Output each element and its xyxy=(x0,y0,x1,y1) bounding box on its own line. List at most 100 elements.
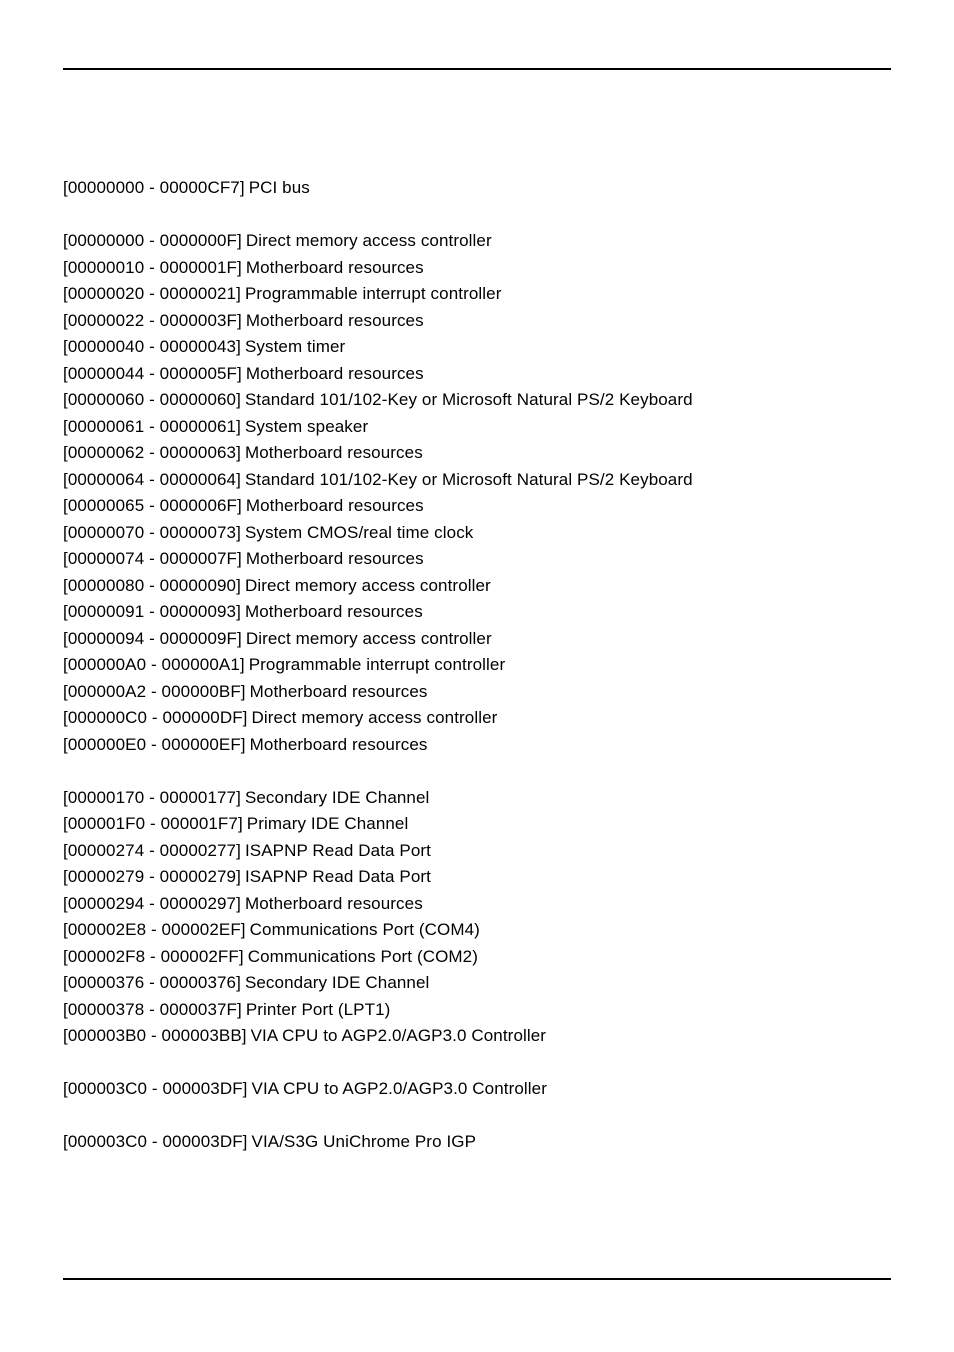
device-description: Direct memory access controller xyxy=(252,705,498,732)
address-range: [00000060 - 00000060] xyxy=(63,387,245,414)
address-range: [00000274 - 00000277] xyxy=(63,838,245,865)
device-description: Communications Port (COM4) xyxy=(250,917,480,944)
address-range: [00000000 - 0000000F] xyxy=(63,228,246,255)
io-address-list: [00000000 - 00000CF7]PCI bus[00000000 - … xyxy=(63,175,891,1156)
device-description: System timer xyxy=(245,334,345,361)
resource-row: [00000065 - 0000006F]Motherboard resourc… xyxy=(63,493,891,520)
resource-row: [000000A2 - 000000BF]Motherboard resourc… xyxy=(63,679,891,706)
device-description: Motherboard resources xyxy=(245,891,423,918)
device-description: Motherboard resources xyxy=(245,440,423,467)
address-range: [00000170 - 00000177] xyxy=(63,785,245,812)
resource-row: [00000061 - 00000061]System speaker xyxy=(63,414,891,441)
address-range: [00000022 - 0000003F] xyxy=(63,308,246,335)
address-range: [00000080 - 00000090] xyxy=(63,573,245,600)
address-range: [00000020 - 00000021] xyxy=(63,281,245,308)
device-description: Communications Port (COM2) xyxy=(248,944,478,971)
resource-row: [00000044 - 0000005F]Motherboard resourc… xyxy=(63,361,891,388)
address-range: [000002F8 - 000002FF] xyxy=(63,944,248,971)
address-range: [00000065 - 0000006F] xyxy=(63,493,246,520)
resource-row: [00000091 - 00000093]Motherboard resourc… xyxy=(63,599,891,626)
address-range: [00000091 - 00000093] xyxy=(63,599,245,626)
block-separator xyxy=(63,202,891,229)
block-separator xyxy=(63,1103,891,1130)
device-description: Primary IDE Channel xyxy=(247,811,409,838)
device-description: Motherboard resources xyxy=(246,255,424,282)
resource-row: [00000074 - 0000007F]Motherboard resourc… xyxy=(63,546,891,573)
device-description: Direct memory access controller xyxy=(245,573,491,600)
resource-row: [000000E0 - 000000EF]Motherboard resourc… xyxy=(63,732,891,759)
device-description: Programmable interrupt controller xyxy=(249,652,506,679)
resource-row: [00000294 - 00000297]Motherboard resourc… xyxy=(63,891,891,918)
device-description: Direct memory access controller xyxy=(246,626,492,653)
resource-row: [000003C0 - 000003DF]VIA CPU to AGP2.0/A… xyxy=(63,1076,891,1103)
device-description: Standard 101/102-Key or Microsoft Natura… xyxy=(245,387,693,414)
device-description: Motherboard resources xyxy=(246,361,424,388)
resource-row: [00000010 - 0000001F]Motherboard resourc… xyxy=(63,255,891,282)
resource-row: [000000C0 - 000000DF]Direct memory acces… xyxy=(63,705,891,732)
device-description: Motherboard resources xyxy=(245,599,423,626)
device-description: Motherboard resources xyxy=(246,546,424,573)
address-range: [00000279 - 00000279] xyxy=(63,864,245,891)
address-range: [00000070 - 00000073] xyxy=(63,520,245,547)
address-range: [000000E0 - 000000EF] xyxy=(63,732,250,759)
address-range: [000001F0 - 000001F7] xyxy=(63,811,247,838)
device-description: VIA/S3G UniChrome Pro IGP xyxy=(252,1129,477,1156)
address-range: [000000A0 - 000000A1] xyxy=(63,652,249,679)
address-range: [000003C0 - 000003DF] xyxy=(63,1076,252,1103)
device-description: Direct memory access controller xyxy=(246,228,492,255)
address-range: [000000A2 - 000000BF] xyxy=(63,679,250,706)
resource-row: [00000080 - 00000090]Direct memory acces… xyxy=(63,573,891,600)
address-range: [00000062 - 00000063] xyxy=(63,440,245,467)
address-range: [00000040 - 00000043] xyxy=(63,334,245,361)
resource-row: [00000022 - 0000003F]Motherboard resourc… xyxy=(63,308,891,335)
resource-row: [000002E8 - 000002EF]Communications Port… xyxy=(63,917,891,944)
resource-row: [00000378 - 0000037F]Printer Port (LPT1) xyxy=(63,997,891,1024)
block-separator xyxy=(63,758,891,785)
device-description: Printer Port (LPT1) xyxy=(246,997,391,1024)
resource-row: [00000070 - 00000073]System CMOS/real ti… xyxy=(63,520,891,547)
resource-row: [000003C0 - 000003DF]VIA/S3G UniChrome P… xyxy=(63,1129,891,1156)
resource-row: [00000274 - 00000277]ISAPNP Read Data Po… xyxy=(63,838,891,865)
address-range: [00000064 - 00000064] xyxy=(63,467,245,494)
top-rule xyxy=(63,68,891,70)
resource-row: [00000020 - 00000021]Programmable interr… xyxy=(63,281,891,308)
resource-row: [00000376 - 00000376]Secondary IDE Chann… xyxy=(63,970,891,997)
resource-row: [000000A0 - 000000A1]Programmable interr… xyxy=(63,652,891,679)
device-description: Secondary IDE Channel xyxy=(245,970,430,997)
address-range: [00000376 - 00000376] xyxy=(63,970,245,997)
resource-row: [00000040 - 00000043]System timer xyxy=(63,334,891,361)
bottom-rule xyxy=(63,1278,891,1280)
address-range: [00000044 - 0000005F] xyxy=(63,361,246,388)
resource-row: [000001F0 - 000001F7]Primary IDE Channel xyxy=(63,811,891,838)
resource-row: [00000060 - 00000060]Standard 101/102-Ke… xyxy=(63,387,891,414)
resource-row: [000003B0 - 000003BB]VIA CPU to AGP2.0/A… xyxy=(63,1023,891,1050)
device-description: Secondary IDE Channel xyxy=(245,785,430,812)
device-description: Motherboard resources xyxy=(246,308,424,335)
device-description: Programmable interrupt controller xyxy=(245,281,502,308)
block-separator xyxy=(63,1050,891,1077)
resource-row: [00000000 - 0000000F]Direct memory acces… xyxy=(63,228,891,255)
device-description: System CMOS/real time clock xyxy=(245,520,473,547)
address-range: [00000010 - 0000001F] xyxy=(63,255,246,282)
device-description: VIA CPU to AGP2.0/AGP3.0 Controller xyxy=(252,1076,547,1103)
device-description: VIA CPU to AGP2.0/AGP3.0 Controller xyxy=(251,1023,546,1050)
address-range: [00000094 - 0000009F] xyxy=(63,626,246,653)
resource-row: [00000170 - 00000177]Secondary IDE Chann… xyxy=(63,785,891,812)
device-description: Motherboard resources xyxy=(250,732,428,759)
document-page: [00000000 - 00000CF7]PCI bus[00000000 - … xyxy=(0,0,954,1352)
device-description: ISAPNP Read Data Port xyxy=(245,838,431,865)
resource-row: [000002F8 - 000002FF]Communications Port… xyxy=(63,944,891,971)
device-description: PCI bus xyxy=(249,175,310,202)
device-description: System speaker xyxy=(245,414,368,441)
resource-row: [00000062 - 00000063]Motherboard resourc… xyxy=(63,440,891,467)
resource-row: [00000279 - 00000279]ISAPNP Read Data Po… xyxy=(63,864,891,891)
address-range: [000003B0 - 000003BB] xyxy=(63,1023,251,1050)
resource-row: [00000000 - 00000CF7]PCI bus xyxy=(63,175,891,202)
device-description: ISAPNP Read Data Port xyxy=(245,864,431,891)
resource-row: [00000064 - 00000064]Standard 101/102-Ke… xyxy=(63,467,891,494)
address-range: [00000000 - 00000CF7] xyxy=(63,175,249,202)
device-description: Standard 101/102-Key or Microsoft Natura… xyxy=(245,467,693,494)
address-range: [00000061 - 00000061] xyxy=(63,414,245,441)
device-description: Motherboard resources xyxy=(250,679,428,706)
address-range: [00000378 - 0000037F] xyxy=(63,997,246,1024)
